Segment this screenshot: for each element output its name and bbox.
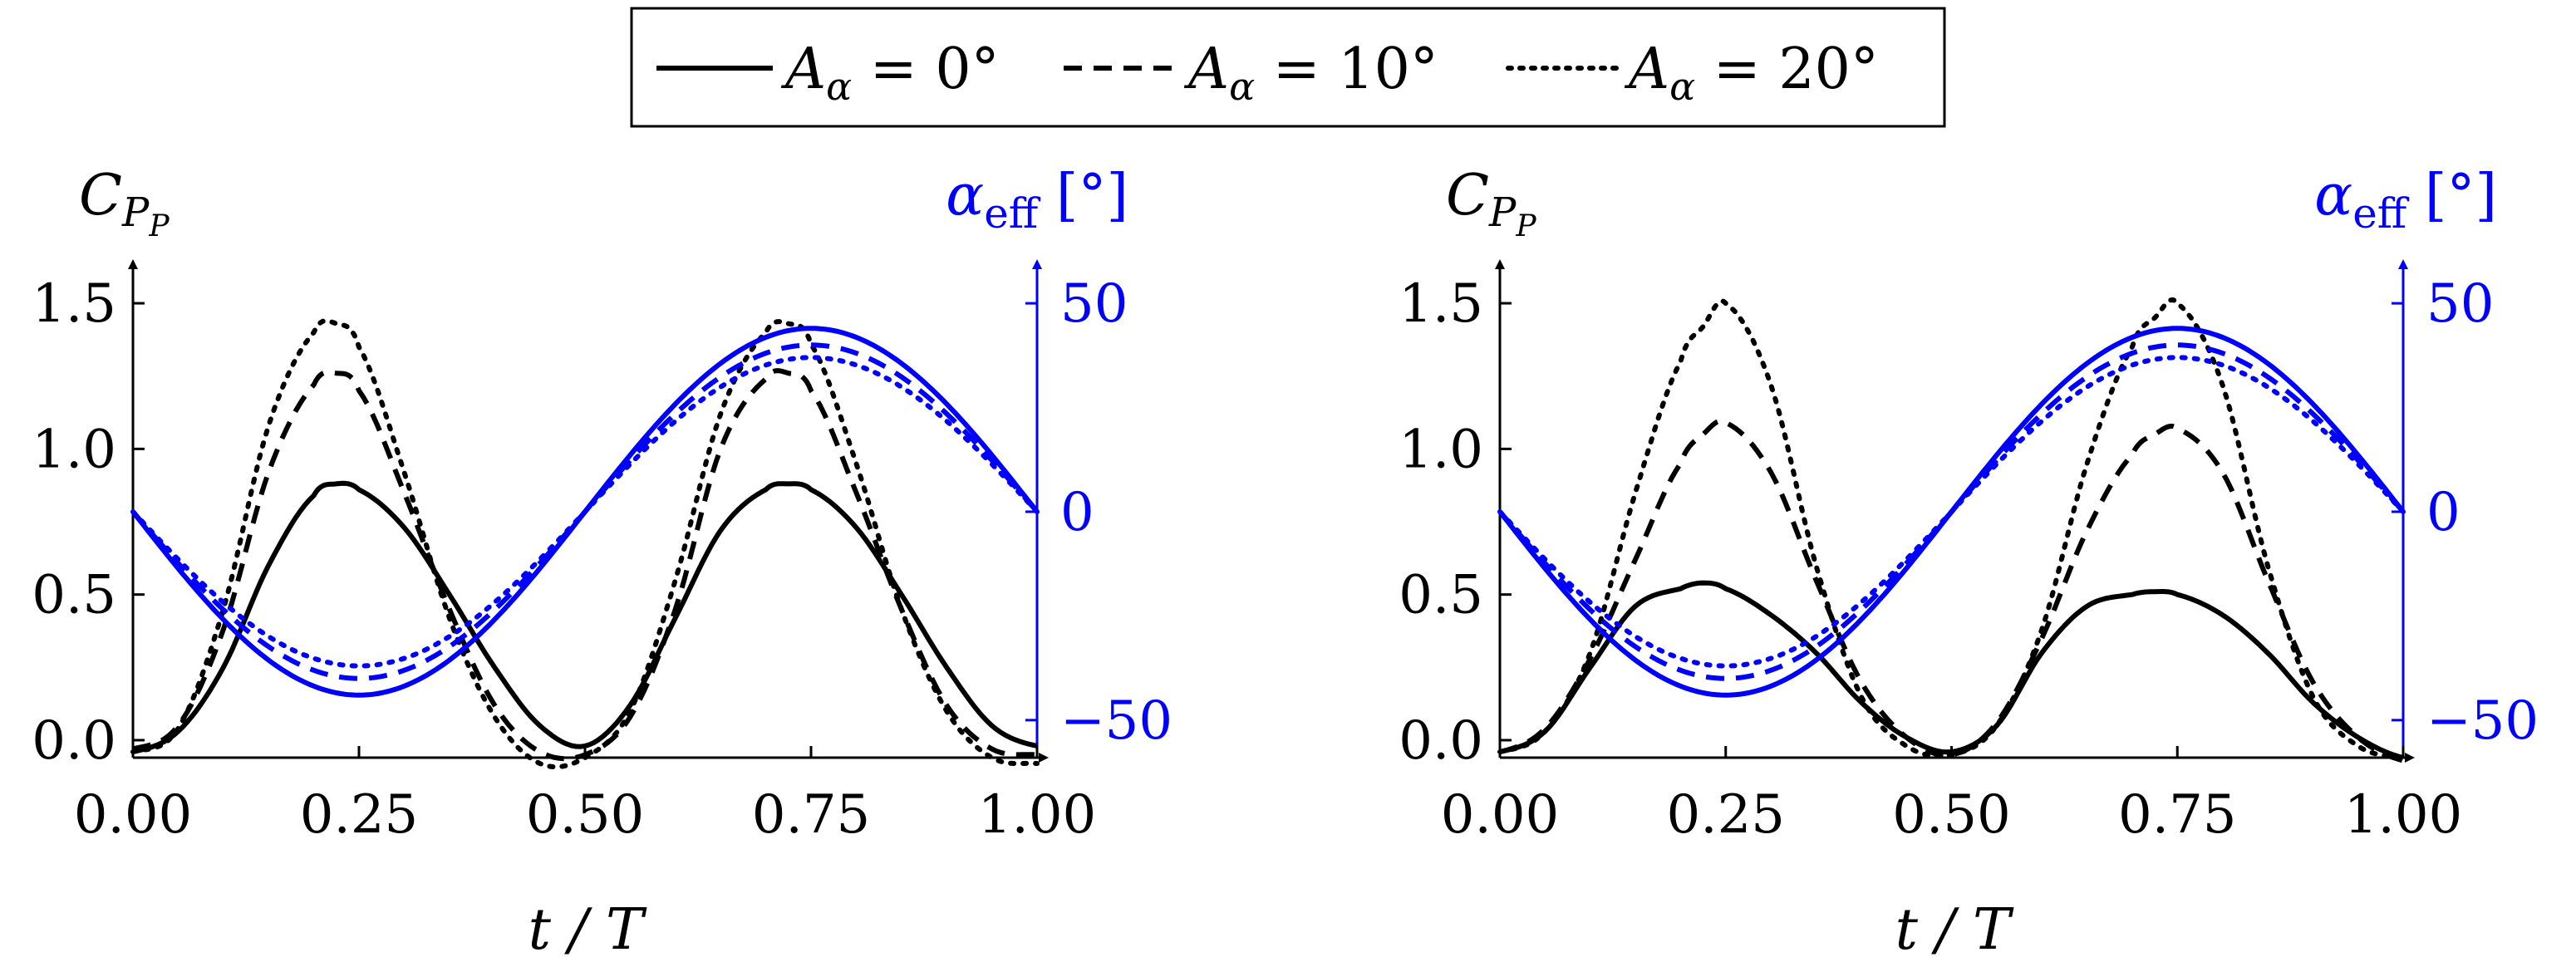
y-left-tick-label: 0.0: [32, 710, 116, 772]
y-left-tick-label: 1.5: [32, 273, 116, 335]
y-right-tick-label: 50: [2426, 273, 2494, 335]
y-right-label: αeff [°]: [946, 163, 1128, 238]
x-tick-label: 0.50: [526, 784, 645, 846]
y-right-tick-label: −50: [1060, 690, 1172, 752]
x-axis-label: t / T: [528, 897, 647, 963]
x-tick-label: 0.50: [1892, 784, 2011, 846]
y-right-tick-label: −50: [2426, 690, 2539, 752]
chart-left: CPP αeff [°] t / T 0.00 0.25 0.50 0.75 1.000…: [32, 163, 1172, 963]
x-tick-label: 0.75: [2118, 784, 2237, 846]
x-tick-label: 0.00: [74, 784, 193, 846]
y-left-tick-label: 1.0: [32, 419, 116, 480]
chart-right: CPP αeff [°] t / T 0.00 0.25 0.50 0.75 1.000…: [1399, 163, 2539, 963]
legend-label-2: Aα = 20°: [1624, 37, 1879, 109]
y-left-label: CPP: [79, 163, 170, 243]
y-left-tick-label: 0.5: [1399, 565, 1483, 626]
y-left-label: CPP: [1446, 163, 1536, 243]
x-axis-label: t / T: [1895, 897, 2014, 963]
y-left-tick-label: 0.0: [1399, 710, 1483, 772]
y-left-tick-label: 1.5: [1399, 273, 1483, 335]
legend-label-0: Aα = 0°: [780, 37, 1000, 109]
series-line-cpp-solid: [132, 480, 1038, 754]
legend: Aα = 0° Aα = 10° Aα = 20°: [630, 7, 1946, 128]
x-tick-label: 0.00: [1441, 784, 1560, 846]
x-tick-label: 1.00: [978, 784, 1097, 846]
y-right-label: αeff [°]: [2314, 163, 2497, 238]
series-line-cpp-dashed: [1499, 418, 2404, 763]
y-right-tick-label: 0: [2426, 482, 2460, 543]
x-tick-label: 1.00: [2344, 784, 2463, 846]
series-line-alpha-eff-dotted: [1497, 355, 2406, 669]
series-line-cpp-dashed: [132, 368, 1038, 762]
series-line-alpha-eff-dotted: [130, 355, 1040, 669]
legend-box: [630, 7, 1946, 128]
series-line-cpp-dotted: [130, 318, 1040, 770]
series-line-cpp-dotted: [1497, 297, 2406, 760]
legend-label-1: Aα = 10°: [1183, 37, 1438, 109]
y-right-tick-label: 50: [1060, 273, 1128, 335]
series-line-cpp-solid: [1499, 580, 2404, 760]
x-tick-label: 0.25: [1667, 784, 1786, 846]
x-tick-label: 0.25: [300, 784, 419, 846]
y-left-tick-label: 0.5: [32, 565, 116, 626]
x-tick-label: 0.75: [752, 784, 871, 846]
y-right-tick-label: 0: [1060, 482, 1094, 543]
y-left-tick-label: 1.0: [1399, 419, 1483, 480]
